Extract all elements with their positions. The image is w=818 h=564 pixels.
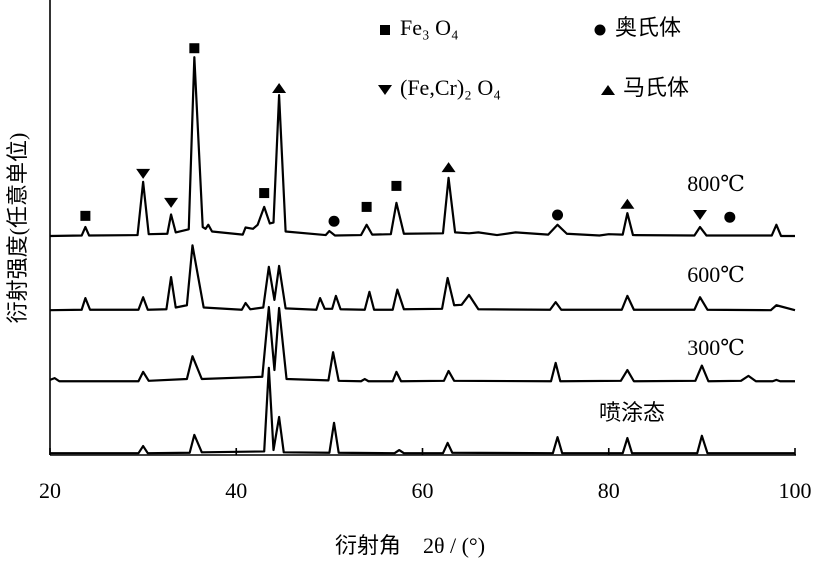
y-axis-label: 衍射强度(任意单位): [5, 133, 30, 324]
legend-symbol: [380, 25, 390, 35]
legend-label: 奥氏体: [615, 15, 681, 40]
marker-square: [80, 210, 91, 221]
xrd-trace: [49, 244, 796, 312]
x-tick-label: 60: [412, 478, 434, 503]
marker-triangle-up: [272, 83, 287, 94]
marker-triangle-down: [693, 209, 708, 220]
x-tick-label: 80: [598, 478, 620, 503]
marker-triangle-down: [164, 197, 179, 208]
marker-square: [361, 201, 372, 212]
marker-circle: [552, 209, 564, 221]
trace-label: 600℃: [687, 262, 745, 287]
marker-square: [259, 188, 270, 199]
legend-label: Fe₃ O₄: [400, 15, 459, 40]
marker-circle: [724, 211, 736, 223]
x-tick-label: 40: [225, 478, 247, 503]
legend-symbol: [601, 85, 615, 95]
x-tick-label: 100: [779, 478, 812, 503]
marker-circle: [328, 215, 340, 227]
trace-label: 800℃: [687, 171, 745, 196]
xrd-trace: [49, 56, 795, 238]
marker-triangle-up: [620, 198, 635, 209]
trace-label: 喷涂态: [599, 400, 665, 425]
trace-label: 300℃: [687, 335, 745, 360]
legend-symbol: [378, 85, 392, 95]
legend-symbol: [594, 24, 606, 36]
marker-triangle-down: [136, 168, 151, 179]
legend-label: (Fe,Cr)₂ O₄: [400, 75, 501, 100]
marker-square: [391, 180, 402, 191]
legend-label: 马氏体: [623, 75, 689, 100]
xrd-trace: [50, 366, 795, 455]
xrd-trace: [49, 305, 795, 383]
marker-triangle-up: [441, 162, 456, 173]
marker-square: [189, 43, 200, 54]
x-tick-label: 20: [39, 478, 61, 503]
x-axis-label: 衍射角 2θ / (°): [335, 533, 485, 558]
